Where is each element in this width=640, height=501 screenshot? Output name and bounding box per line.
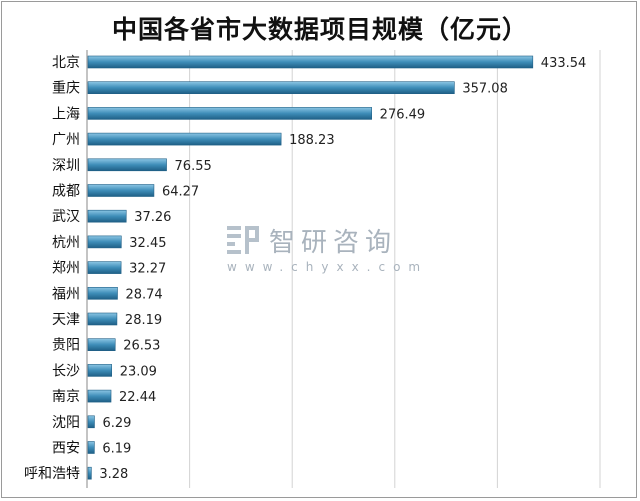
category-label: 西安 xyxy=(52,441,80,457)
bar xyxy=(87,389,112,403)
bar xyxy=(87,235,122,249)
bar xyxy=(87,158,167,172)
value-label: 3.28 xyxy=(99,467,128,482)
bars xyxy=(87,55,534,480)
value-label: 22.44 xyxy=(119,390,156,405)
bar xyxy=(87,184,155,197)
value-label: 26.53 xyxy=(123,339,160,354)
value-label: 64.27 xyxy=(162,185,199,200)
category-label: 广州 xyxy=(52,132,80,148)
value-label: 23.09 xyxy=(120,364,157,379)
category-label: 长沙 xyxy=(52,363,80,379)
value-label: 357.08 xyxy=(462,82,508,97)
category-label: 北京 xyxy=(52,55,80,71)
category-label: 深圳 xyxy=(52,158,80,174)
category-label: 武汉 xyxy=(52,209,80,225)
bar xyxy=(87,132,282,146)
bar xyxy=(87,261,122,274)
bar xyxy=(87,81,455,94)
value-label: 188.23 xyxy=(289,133,335,148)
category-label: 天津 xyxy=(52,312,80,328)
chart-title: 中国各省市大数据项目规模（亿元） xyxy=(111,15,528,44)
value-label: 32.45 xyxy=(129,236,166,251)
bar xyxy=(87,441,95,454)
bar xyxy=(87,364,112,377)
category-label: 南京 xyxy=(52,389,80,405)
value-label: 28.19 xyxy=(125,313,162,328)
category-label: 上海 xyxy=(52,106,80,122)
category-label: 成都 xyxy=(52,184,80,200)
bar xyxy=(87,209,127,223)
grid-lines xyxy=(86,50,601,488)
category-label: 福州 xyxy=(52,286,80,302)
bar xyxy=(87,312,118,326)
category-label: 贵阳 xyxy=(52,338,80,354)
bar xyxy=(87,466,92,480)
category-label: 郑州 xyxy=(52,261,80,277)
category-label: 杭州 xyxy=(52,235,80,251)
value-label: 37.26 xyxy=(134,210,171,225)
category-label: 呼和浩特 xyxy=(24,466,80,482)
bar xyxy=(87,107,372,120)
bar xyxy=(87,338,116,352)
value-labels: 433.54 357.08 276.49 188.23 76.55 64.27 37.26 3… xyxy=(99,56,586,482)
value-label: 6.29 xyxy=(102,416,131,431)
category-label: 沈阳 xyxy=(52,415,80,431)
bar xyxy=(87,286,118,300)
bar xyxy=(87,55,534,69)
value-label: 32.27 xyxy=(129,262,166,277)
value-label: 28.74 xyxy=(125,287,162,302)
bar xyxy=(87,415,95,429)
value-label: 276.49 xyxy=(380,107,426,122)
value-label: 6.19 xyxy=(102,442,131,457)
value-label: 76.55 xyxy=(175,159,212,174)
value-label: 433.54 xyxy=(541,56,587,71)
category-label: 重庆 xyxy=(52,81,80,97)
